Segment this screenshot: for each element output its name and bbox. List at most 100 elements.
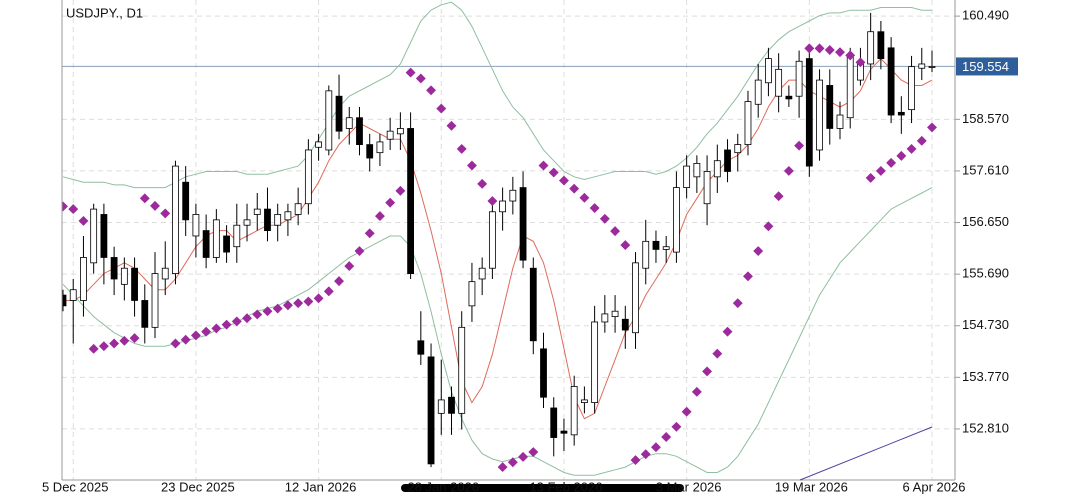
- psar-dot: [569, 183, 580, 194]
- candle-body: [529, 267, 537, 342]
- candle-body: [417, 340, 425, 355]
- psar-dot: [681, 406, 692, 417]
- candle-body: [826, 85, 834, 129]
- psar-dot: [916, 135, 927, 146]
- candle-body: [560, 430, 568, 434]
- psar-dot: [804, 43, 815, 54]
- x-tick-label: 23 Dec 2025: [161, 479, 235, 494]
- psar-dot: [906, 143, 917, 154]
- plot-area: [62, 1, 955, 476]
- psar-dot: [691, 386, 702, 397]
- candle-body: [816, 79, 823, 151]
- candle-body: [304, 149, 312, 205]
- candle-body: [673, 187, 680, 253]
- candle-body: [897, 111, 905, 116]
- psar-dot: [323, 286, 334, 297]
- psar-dot: [722, 326, 733, 337]
- chart-title: USDJPY., D1: [66, 5, 143, 20]
- candle-body: [192, 214, 200, 237]
- psar-dot: [651, 442, 661, 453]
- y-tick-label: 160.490: [962, 8, 1009, 23]
- psar-dot: [783, 165, 794, 176]
- psar-dot: [518, 451, 529, 462]
- candle-body: [570, 386, 578, 436]
- psar-dot: [129, 333, 140, 344]
- candle-body: [550, 407, 558, 438]
- psar-dot: [231, 316, 242, 327]
- candle-body: [611, 310, 619, 317]
- x-tick-label: 13 Feb 2026: [529, 479, 602, 494]
- candle-body: [325, 90, 333, 151]
- candle-body: [131, 267, 138, 301]
- psar-dot: [671, 421, 682, 432]
- candle-body: [182, 181, 190, 221]
- psar-dot: [385, 197, 396, 208]
- current-price-label: 159.554: [962, 59, 1009, 74]
- candle-body: [478, 267, 486, 280]
- psar-dot: [374, 211, 385, 222]
- psar-dot: [487, 196, 498, 206]
- candle-body: [846, 55, 854, 119]
- candle-body: [928, 66, 936, 68]
- candle-body: [202, 230, 210, 258]
- candle-body: [703, 171, 711, 205]
- candle-body: [407, 128, 415, 274]
- candle-body: [264, 208, 271, 231]
- candle-body: [887, 47, 895, 116]
- candle-body: [581, 399, 588, 403]
- psar-dot: [610, 226, 621, 237]
- grid: [62, 0, 955, 480]
- psar-dot: [630, 455, 641, 466]
- candle-body: [274, 214, 282, 226]
- candle-body: [396, 128, 404, 135]
- candle-body: [540, 348, 547, 398]
- y-tick-label: 156.650: [962, 214, 1009, 229]
- psar-dot: [559, 175, 569, 186]
- psar-dot: [763, 221, 774, 232]
- candle-body: [253, 208, 261, 215]
- candle-body: [908, 66, 915, 111]
- candle-body: [284, 211, 292, 221]
- psar-dot: [599, 213, 610, 224]
- psar-dot: [272, 303, 283, 314]
- psar-dot: [477, 178, 488, 189]
- psar-dot: [855, 57, 866, 68]
- axis: 160.490 158.570 157.610 156.650 155.690 154.7…: [42, 8, 1018, 494]
- candle-body: [120, 267, 128, 285]
- psar-dot: [160, 208, 171, 219]
- candle-body: [877, 31, 885, 59]
- candle-body: [693, 163, 701, 178]
- current-price-box: [956, 57, 1018, 76]
- psar-dot: [313, 293, 324, 304]
- psar-dot: [927, 122, 937, 133]
- candle-body: [754, 79, 762, 105]
- psar-dot: [743, 271, 753, 282]
- psar-dot: [242, 313, 252, 324]
- psar-dot: [712, 348, 723, 359]
- candle-body: [427, 356, 435, 465]
- candle-body: [62, 294, 67, 307]
- psar-dot: [364, 228, 375, 239]
- candle-body: [345, 117, 353, 129]
- psar-dot: [170, 338, 181, 349]
- candle-body: [775, 68, 783, 97]
- candle-body: [805, 58, 813, 167]
- candle-body: [724, 149, 731, 172]
- x-tick-label: 19 Mar 2026: [775, 479, 848, 494]
- x-tick-label: 28 Jan 2026: [407, 479, 479, 494]
- psar-dot: [814, 43, 825, 54]
- psar-dot: [466, 160, 477, 171]
- psar-dot: [456, 143, 467, 154]
- psar-dot: [579, 192, 590, 203]
- psar-dot: [640, 449, 651, 460]
- candle-body: [734, 144, 742, 154]
- psar-dot: [150, 200, 160, 211]
- candle-body: [795, 60, 803, 97]
- candle-body: [652, 240, 660, 250]
- candle-body: [100, 214, 108, 258]
- psar-dot: [78, 215, 89, 226]
- psar-dot: [896, 150, 907, 161]
- candle-body: [448, 396, 455, 414]
